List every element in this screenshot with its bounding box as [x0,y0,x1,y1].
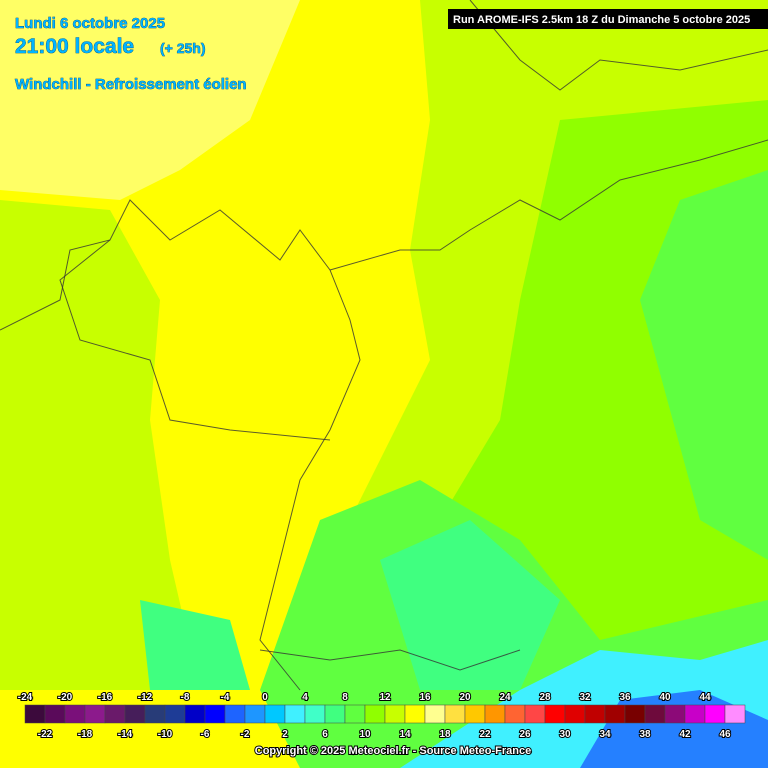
legend-swatch [724,704,746,724]
legend-swatch [204,704,226,724]
legend: -24-22-20-18-16-14-12-10-8-6-4-202468101… [17,691,746,741]
legend-label: 32 [579,692,591,703]
legend-swatch [444,704,466,724]
legend-label: 28 [539,692,551,703]
legend-label: 20 [459,692,471,703]
legend-swatch [144,704,166,724]
legend-swatch [224,704,246,724]
legend-label: -2 [241,729,250,740]
legend-swatch [64,704,86,724]
border-line [59,239,331,441]
legend-label: 22 [479,729,491,740]
legend-swatch [684,704,706,724]
legend-swatch [264,704,286,724]
legend-label: 26 [519,729,531,740]
legend-swatch [704,704,726,724]
border-line [469,0,768,91]
legend-swatch [544,704,566,724]
legend-label: 30 [559,729,571,740]
zone-yellow-green [0,200,200,690]
forecast-lead: (+ 25h) [160,40,206,56]
border-line [329,139,768,271]
legend-swatch [184,704,206,724]
zone-green-dark [640,170,768,560]
legend-swatch [644,704,666,724]
legend-swatch [384,704,406,724]
legend-label: 38 [639,729,651,740]
legend-label: 44 [699,692,711,703]
legend-swatch [244,704,266,724]
legend-label: -10 [158,729,173,740]
legend-label: -6 [201,729,210,740]
legend-swatch [664,704,686,724]
legend-swatch [24,704,46,724]
legend-swatch [624,704,646,724]
legend-label: 14 [399,729,411,740]
cold-zone [0,0,300,200]
forecast-date: Lundi 6 octobre 2025 [15,15,165,32]
run-box [448,9,768,29]
legend-swatch [424,704,446,724]
legend-label: -4 [221,692,230,703]
legend-swatch [484,704,506,724]
legend-label: -12 [138,692,153,703]
legend-label: -16 [98,692,113,703]
legend-label: -24 [18,692,33,703]
legend-swatch [124,704,146,724]
legend-swatch [164,704,186,724]
legend-label: -8 [181,692,190,703]
legend-label: 24 [499,692,511,703]
legend-label: 36 [619,692,631,703]
legend-label: 12 [379,692,391,703]
legend-swatch [364,704,386,724]
legend-label: 34 [599,729,611,740]
legend-swatch [464,704,486,724]
run-info: Run AROME-IFS 2.5km 18 Z du Dimanche 5 o… [453,14,750,26]
copyright: Copyright © 2025 Meteociel.fr - Source M… [255,745,531,757]
legend-swatch [564,704,586,724]
legend-label: -22 [38,729,53,740]
parameter-name: Windchill - Refroissement éolien [15,76,247,93]
legend-label: 16 [419,692,431,703]
legend-label: -14 [118,729,133,740]
legend-swatch [404,704,426,724]
legend-label: 4 [302,692,308,703]
legend-swatch [44,704,66,724]
legend-swatch [304,704,326,724]
legend-swatch [284,704,306,724]
legend-label: 0 [262,692,268,703]
border-line [0,199,361,691]
legend-label: 10 [359,729,371,740]
legend-label: 46 [719,729,731,740]
legend-swatch [604,704,626,724]
legend-swatch [504,704,526,724]
forecast-time: 21:00 locale [15,35,134,58]
legend-swatch [524,704,546,724]
zone-cyan-green [140,600,250,690]
legend-swatch [324,704,346,724]
zone-cyan-green [380,520,560,690]
legend-swatch [84,704,106,724]
legend-label: -18 [78,729,93,740]
legend-label: 8 [342,692,348,703]
legend-label: 40 [659,692,671,703]
border-line [259,649,521,671]
legend-label: 42 [679,729,691,740]
legend-swatch [584,704,606,724]
legend-label: -20 [58,692,73,703]
legend-label: 18 [439,729,451,740]
legend-swatch [344,704,366,724]
legend-label: 2 [282,729,288,740]
legend-label: 6 [322,729,328,740]
legend-swatch [104,704,126,724]
